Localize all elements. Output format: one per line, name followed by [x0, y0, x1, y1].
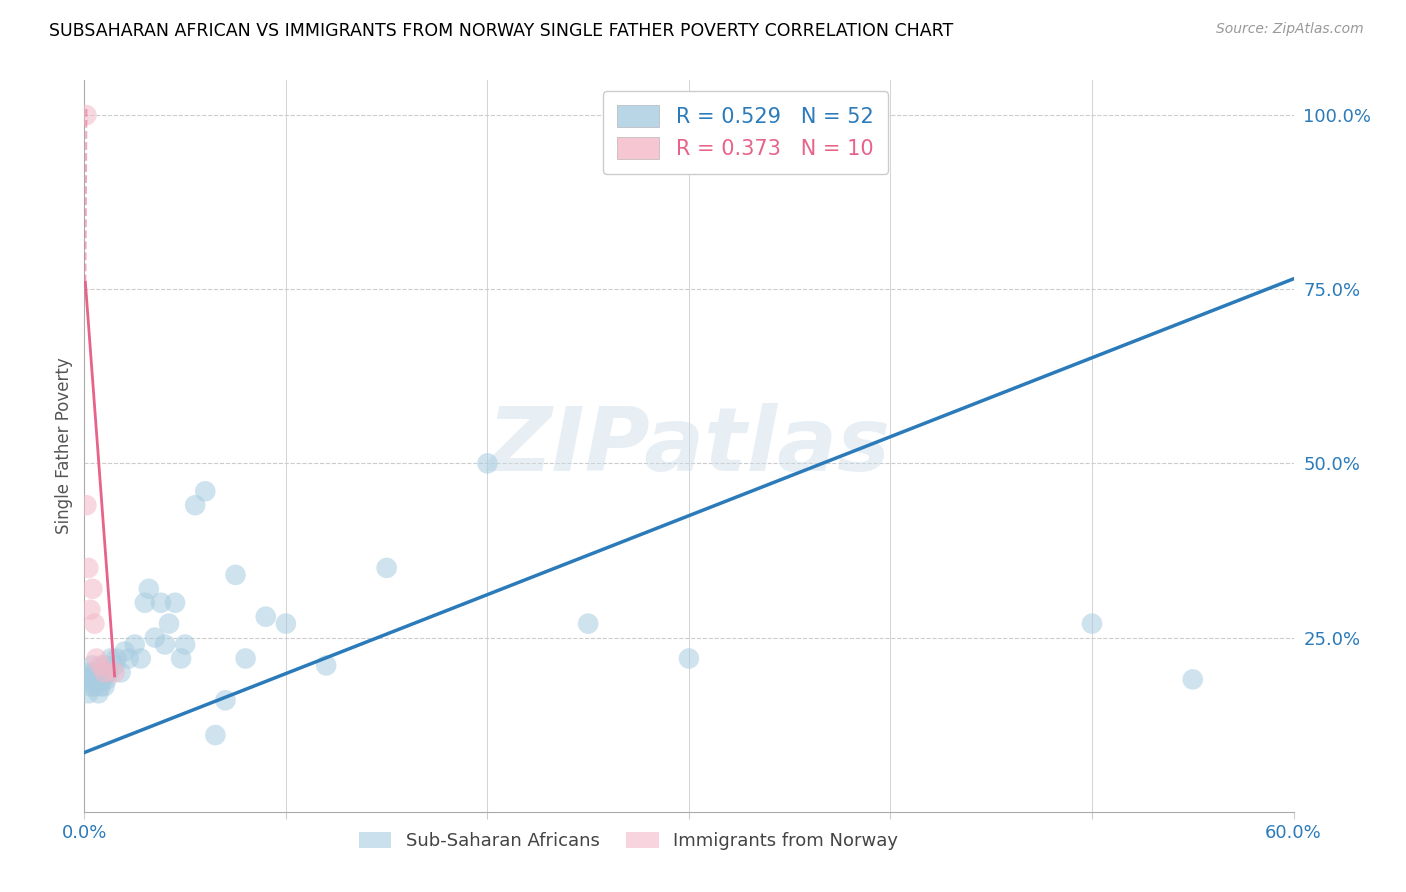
- Point: [375, 561, 398, 575]
- Point: [89, 665, 111, 680]
- Point: [82, 582, 104, 596]
- Point: [86, 651, 108, 665]
- Point: [114, 644, 136, 658]
- Point: [91, 673, 114, 687]
- Point: [104, 665, 127, 680]
- Point: [104, 658, 127, 673]
- Y-axis label: Single Father Poverty: Single Father Poverty: [55, 358, 73, 534]
- Point: [1181, 673, 1204, 687]
- Point: [124, 638, 146, 652]
- Point: [83, 616, 105, 631]
- Point: [184, 498, 207, 512]
- Point: [75, 498, 97, 512]
- Point: [157, 616, 180, 631]
- Point: [89, 658, 111, 673]
- Point: [315, 658, 337, 673]
- Point: [83, 665, 105, 680]
- Point: [477, 457, 499, 471]
- Point: [678, 651, 700, 665]
- Point: [91, 665, 114, 680]
- Point: [75, 108, 97, 122]
- Point: [93, 665, 115, 680]
- Point: [165, 596, 187, 610]
- Point: [134, 596, 156, 610]
- Point: [225, 567, 247, 582]
- Point: [82, 673, 104, 687]
- Point: [97, 665, 120, 680]
- Point: [79, 679, 101, 693]
- Point: [87, 686, 110, 700]
- Point: [86, 665, 108, 680]
- Point: [118, 651, 141, 665]
- Point: [93, 679, 115, 693]
- Point: [93, 658, 115, 673]
- Legend: Sub-Saharan Africans, Immigrants from Norway: Sub-Saharan Africans, Immigrants from No…: [352, 825, 905, 857]
- Text: Source: ZipAtlas.com: Source: ZipAtlas.com: [1216, 22, 1364, 37]
- Point: [79, 665, 101, 680]
- Point: [96, 673, 118, 687]
- Point: [204, 728, 226, 742]
- Point: [153, 638, 176, 652]
- Point: [194, 484, 217, 499]
- Point: [129, 651, 152, 665]
- Point: [77, 561, 100, 575]
- Point: [77, 686, 100, 700]
- Point: [254, 609, 277, 624]
- Point: [170, 651, 193, 665]
- Point: [105, 651, 128, 665]
- Point: [138, 582, 160, 596]
- Point: [149, 596, 172, 610]
- Point: [274, 616, 297, 631]
- Point: [576, 616, 599, 631]
- Point: [174, 638, 197, 652]
- Point: [235, 651, 257, 665]
- Point: [143, 631, 166, 645]
- Text: ZIPatlas: ZIPatlas: [488, 402, 890, 490]
- Point: [86, 673, 108, 687]
- Point: [82, 658, 104, 673]
- Point: [1081, 616, 1104, 631]
- Point: [214, 693, 236, 707]
- Point: [89, 679, 111, 693]
- Point: [87, 673, 110, 687]
- Point: [75, 673, 97, 687]
- Text: SUBSAHARAN AFRICAN VS IMMIGRANTS FROM NORWAY SINGLE FATHER POVERTY CORRELATION C: SUBSAHARAN AFRICAN VS IMMIGRANTS FROM NO…: [49, 22, 953, 40]
- Point: [100, 651, 122, 665]
- Point: [83, 679, 105, 693]
- Point: [79, 603, 101, 617]
- Point: [110, 665, 132, 680]
